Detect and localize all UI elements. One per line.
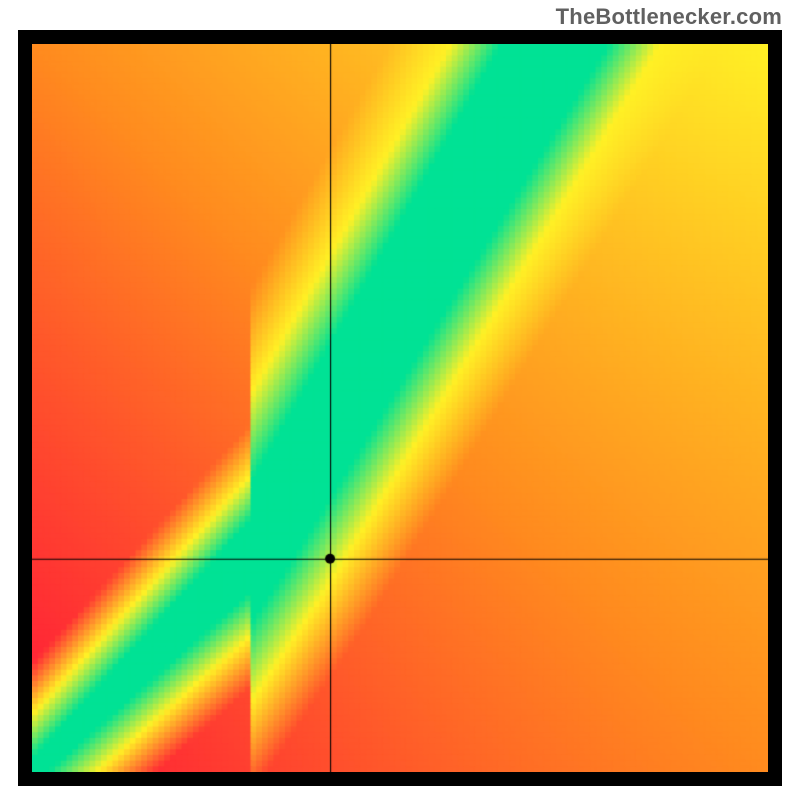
figure-root: TheBottlenecker.com bbox=[0, 0, 800, 800]
frame-bottom bbox=[18, 772, 782, 786]
watermark-text: TheBottlenecker.com bbox=[556, 4, 782, 30]
frame-top bbox=[18, 30, 782, 44]
frame-left bbox=[18, 30, 32, 786]
crosshair-overlay bbox=[32, 44, 768, 772]
frame-right bbox=[768, 30, 782, 786]
